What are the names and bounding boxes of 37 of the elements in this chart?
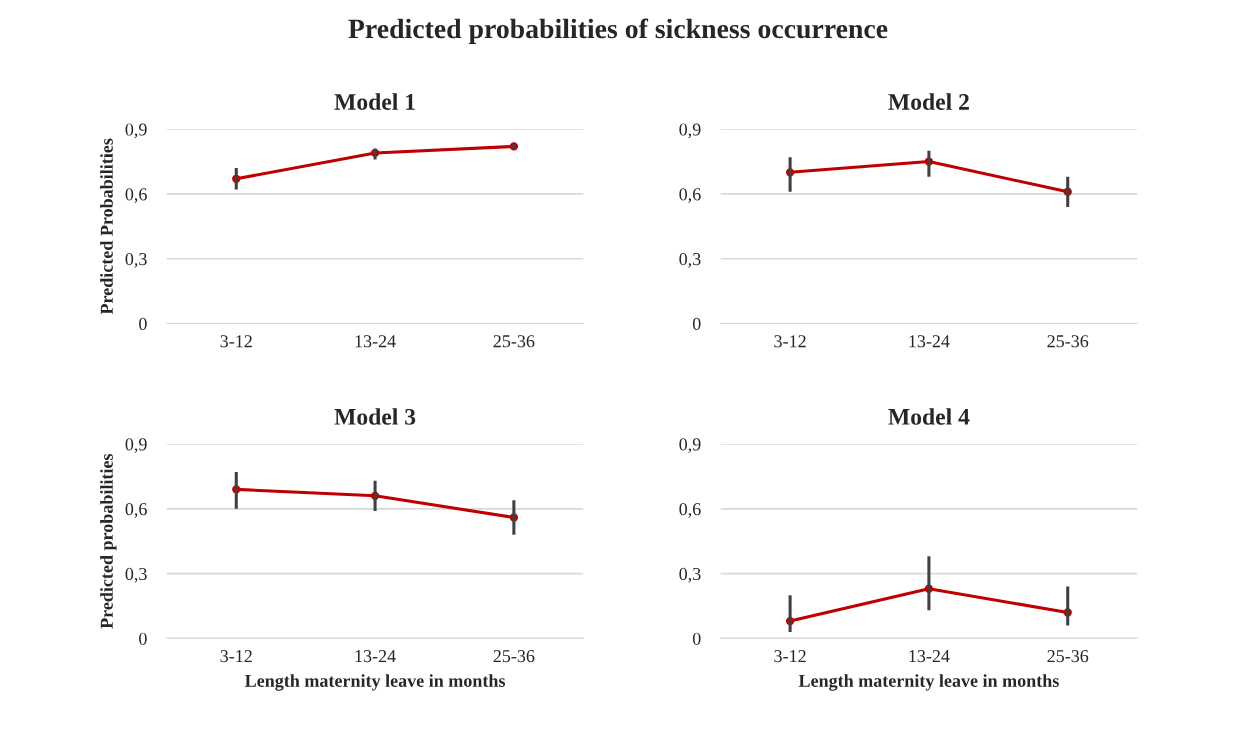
y-tick-label: 0,3 — [679, 252, 701, 268]
x-tick-label: 13-24 — [355, 650, 396, 663]
y-tick-label: 0,3 — [125, 252, 147, 268]
x-axis-title: Length maternity leave in months — [798, 674, 1059, 691]
x-tick-label: 25-36 — [493, 650, 535, 663]
chart-title: Model 1 — [334, 93, 415, 110]
y-axis-title: Predicted probabilities — [100, 453, 117, 629]
text: Predicted probabilities of sickness occurrence — [348, 18, 888, 44]
y-tick-label: 0,6 — [125, 503, 147, 518]
x-tick-label: 3-12 — [774, 650, 806, 663]
y-tick-label: 0,9 — [125, 123, 147, 139]
x-tick-label: 13-24 — [909, 335, 950, 348]
y-tick-label: 0,9 — [125, 438, 147, 454]
y-tick-label: 0,6 — [125, 188, 147, 203]
y-tick-label: 0,6 — [679, 503, 701, 518]
x-tick-label: 3-12 — [220, 650, 252, 663]
y-tick-label: 0,3 — [679, 567, 701, 583]
x-tick-label: 25-36 — [1047, 650, 1089, 663]
x-tick-label: 25-36 — [1047, 335, 1089, 348]
x-tick-label: 13-24 — [355, 335, 396, 348]
y-tick-label: 0 — [692, 317, 701, 330]
x-tick-label: 3-12 — [220, 335, 252, 348]
x-tick-label: 25-36 — [493, 335, 535, 348]
chart-title: Model 2 — [888, 93, 969, 110]
y-tick-label: 0,9 — [679, 123, 701, 139]
x-tick-label: 3-12 — [774, 335, 806, 348]
y-tick-label: 0 — [692, 632, 701, 645]
y-tick-label: 0,6 — [679, 188, 701, 203]
x-axis-title: Length maternity leave in months — [244, 674, 506, 691]
y-tick-label: 0,9 — [679, 438, 701, 454]
y-axis-title: Predicted Probabilities — [100, 138, 113, 315]
chart-title: Model 4 — [888, 408, 970, 425]
chart-title: Model 3 — [334, 408, 416, 425]
x-tick-label: 13-24 — [909, 650, 950, 663]
y-tick-label: 0 — [139, 632, 147, 645]
y-tick-label: 0,3 — [125, 567, 147, 583]
y-tick-label: 0 — [139, 317, 147, 330]
